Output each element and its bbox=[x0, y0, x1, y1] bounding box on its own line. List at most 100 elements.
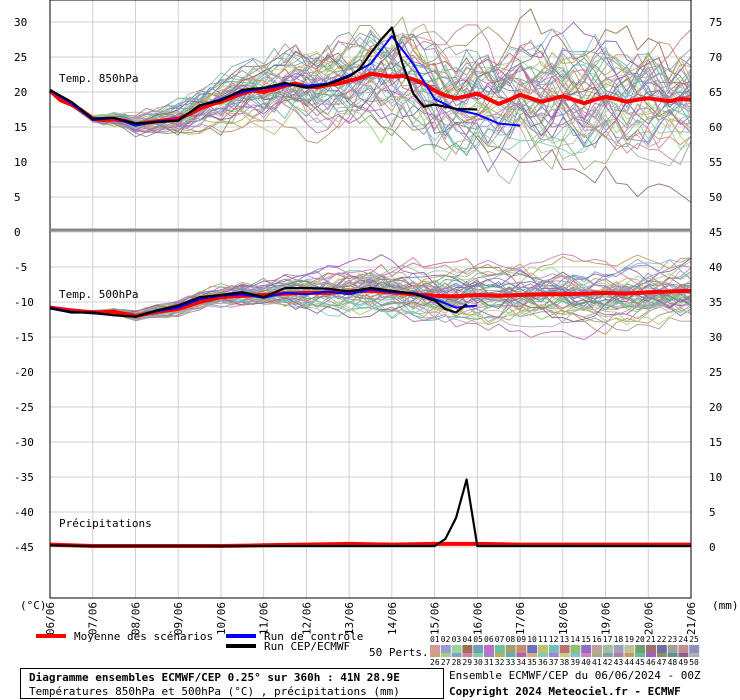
member-id-label: 18 bbox=[614, 635, 624, 644]
member-id-label: 25 bbox=[689, 635, 699, 644]
member-color-swatch bbox=[581, 645, 592, 653]
legend-mean-label: Moyenne des scénarios bbox=[74, 630, 213, 643]
member-id-label: 26 bbox=[430, 658, 440, 667]
member-color-swatch bbox=[505, 653, 516, 657]
y-right-unit: (mm) bbox=[712, 599, 739, 612]
y-right-tick-label: 25 bbox=[709, 366, 722, 379]
member-id-label: 10 bbox=[527, 635, 537, 644]
member-line-t500 bbox=[49, 274, 692, 319]
member-color-swatch bbox=[570, 653, 581, 657]
member-id-label: 20 bbox=[635, 635, 645, 644]
member-line-t500 bbox=[49, 273, 692, 328]
panel-label-t500: Temp. 500hPa bbox=[59, 288, 138, 301]
y-left-tick-label: -25 bbox=[14, 401, 34, 414]
member-color-swatch bbox=[430, 645, 440, 653]
member-color-swatch bbox=[635, 653, 646, 657]
member-color-swatch bbox=[667, 645, 678, 653]
member-id-label: 31 bbox=[484, 658, 494, 667]
member-color-swatch bbox=[656, 653, 667, 657]
member-id-label: 37 bbox=[549, 658, 559, 667]
member-id-label: 40 bbox=[581, 658, 591, 667]
member-line-t850 bbox=[49, 30, 692, 128]
member-id-label: 12 bbox=[549, 635, 559, 644]
y-right-tick-label: 75 bbox=[709, 16, 722, 29]
y-left-tick-label: -45 bbox=[14, 541, 34, 554]
footer-title-line1: Diagramme ensembles ECMWF/CEP 0.25° sur … bbox=[29, 671, 400, 684]
footer-title-line2: Températures 850hPa et 500hPa (°C) , pré… bbox=[29, 685, 400, 698]
member-color-swatch bbox=[613, 645, 624, 653]
member-color-swatch bbox=[602, 645, 613, 653]
member-color-swatch bbox=[484, 645, 494, 653]
x-tick-label: 07/06 bbox=[87, 602, 100, 635]
member-color-swatch bbox=[646, 645, 656, 653]
member-color-swatch bbox=[559, 645, 570, 653]
member-color-swatch bbox=[613, 653, 624, 657]
y-left-tick-label: 10 bbox=[14, 156, 27, 169]
member-id-label: 33 bbox=[506, 658, 516, 667]
y-right-tick-label: 0 bbox=[709, 541, 716, 554]
legend-cep-label: Run CEP/ECMWF bbox=[264, 640, 350, 653]
member-line-t850 bbox=[49, 48, 692, 146]
control-run-line-t850 bbox=[49, 35, 521, 127]
panel-label-t850: Temp. 850hPa bbox=[59, 72, 138, 85]
y-left-tick-label: -35 bbox=[14, 471, 34, 484]
x-tick-label: 16/06 bbox=[471, 602, 484, 635]
member-id-label: 41 bbox=[592, 658, 602, 667]
member-id-label: 43 bbox=[614, 658, 624, 667]
member-color-swatch bbox=[462, 645, 473, 653]
y-right-tick-label: 10 bbox=[709, 471, 722, 484]
member-line-t850 bbox=[49, 34, 692, 151]
member-color-swatch bbox=[592, 653, 602, 657]
x-tick-label: 19/06 bbox=[600, 602, 613, 635]
x-tick-label: 17/06 bbox=[514, 602, 527, 635]
member-color-swatch bbox=[548, 653, 559, 657]
member-color-swatch bbox=[494, 653, 505, 657]
member-color-swatch bbox=[678, 653, 689, 657]
member-color-swatch bbox=[624, 653, 635, 657]
member-id-label: 45 bbox=[635, 658, 645, 667]
member-id-label: 35 bbox=[527, 658, 537, 667]
member-color-swatch bbox=[667, 653, 678, 657]
y-left-unit: (°C) bbox=[20, 599, 47, 612]
member-id-label: 19 bbox=[624, 635, 634, 644]
cep-run-line-t500 bbox=[49, 286, 468, 318]
axes bbox=[49, 0, 692, 599]
member-line-t850 bbox=[49, 74, 692, 149]
member-id-label: 47 bbox=[657, 658, 667, 667]
member-id-label: 48 bbox=[668, 658, 678, 667]
member-id-label: 39 bbox=[570, 658, 580, 667]
member-color-swatch bbox=[451, 645, 462, 653]
member-id-label: 38 bbox=[560, 658, 570, 667]
footer-title-box: Diagramme ensembles ECMWF/CEP 0.25° sur … bbox=[20, 668, 444, 699]
member-color-swatch bbox=[689, 653, 700, 657]
y-right-tick-label: 60 bbox=[709, 121, 722, 134]
member-id-label: 17 bbox=[603, 635, 613, 644]
member-line-t850 bbox=[49, 47, 692, 135]
member-line-t500 bbox=[49, 290, 692, 323]
member-id-label: 28 bbox=[452, 658, 462, 667]
member-line-t850 bbox=[49, 48, 692, 149]
member-id-label: 03 bbox=[452, 635, 462, 644]
member-id-label: 24 bbox=[678, 635, 688, 644]
member-color-swatch bbox=[494, 645, 505, 653]
member-color-swatch bbox=[646, 653, 656, 657]
member-color-swatch bbox=[689, 645, 700, 653]
y-right-tick-label: 30 bbox=[709, 331, 722, 344]
member-color-swatch bbox=[548, 645, 559, 653]
member-color-swatch bbox=[484, 653, 494, 657]
member-color-swatch bbox=[451, 653, 462, 657]
member-id-label: 46 bbox=[646, 658, 656, 667]
member-id-label: 09 bbox=[516, 635, 526, 644]
y-left-tick-label: 30 bbox=[14, 16, 27, 29]
member-line-t850 bbox=[49, 51, 692, 137]
x-tick-label: 21/06 bbox=[685, 602, 698, 635]
member-line-t850 bbox=[49, 43, 692, 148]
member-color-swatch bbox=[462, 653, 473, 657]
main-series bbox=[48, 26, 692, 548]
y-left-tick-label: 0 bbox=[14, 226, 21, 239]
member-color-swatch bbox=[505, 645, 516, 653]
footer-run-info: Ensemble ECMWF/CEP du 06/06/2024 - 00Z bbox=[449, 669, 701, 682]
member-color-swatch bbox=[592, 645, 602, 653]
x-tick-label: 20/06 bbox=[642, 602, 655, 635]
